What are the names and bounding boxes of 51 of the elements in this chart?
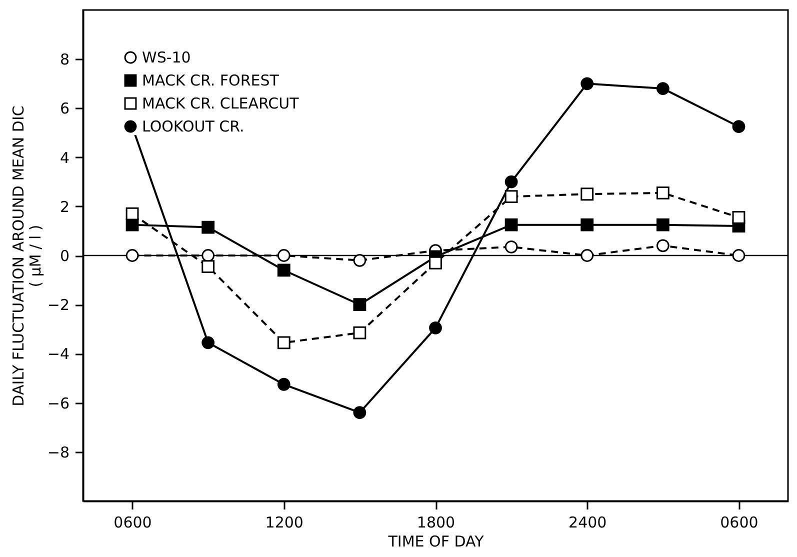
point [353,406,366,420]
point [202,220,215,234]
point [732,120,746,134]
point [504,240,518,254]
point [277,336,290,350]
y-tick-label: −6 [47,394,70,412]
point [580,188,594,201]
y-tick-label: 2 [60,198,70,216]
point [126,207,139,220]
point [656,186,670,200]
point [353,298,366,312]
x-tick-label: 1800 [416,514,456,532]
y-tick-label: 8 [60,50,70,69]
point [429,321,442,334]
x-tick-label: 1200 [265,514,304,532]
y-tick-label: −2 [47,296,70,314]
y-tick-label: 0 [60,247,70,265]
point [353,326,366,340]
point [126,249,139,262]
legend-label: MACK CR. CLEARCUT [142,94,300,112]
point [656,239,670,252]
point [277,249,290,262]
x-tick-label: 2400 [568,514,607,532]
x-tick-label: 0600 [720,514,758,532]
point [202,260,215,273]
legend-label: MACK CR. FOREST [142,72,280,90]
y-tick-label: 4 [60,148,70,167]
point [429,256,442,270]
y-axis-title: DAILY FLUCTUATION AROUND MEAN DIC ( μM / l ) [9,106,44,406]
point [656,82,670,95]
y-tick-label: 6 [60,100,70,118]
point [202,336,215,350]
point [580,218,594,232]
legend-label: WS-10 [142,48,191,66]
y-tick-label: −8 [47,443,70,462]
point [504,175,518,188]
y-tick-label: −4 [47,345,70,364]
x-tick-label: 0600 [114,514,152,532]
point [732,210,746,224]
x-axis-title: TIME OF DAY [387,532,485,550]
point [504,190,518,204]
point [656,218,670,232]
series-label: LOOKOUT CR. [142,118,244,136]
point [732,249,746,262]
point [580,249,594,262]
point [277,378,290,391]
point [353,254,366,267]
point [504,218,518,232]
point [580,77,594,90]
point [202,249,215,262]
point [277,264,290,277]
